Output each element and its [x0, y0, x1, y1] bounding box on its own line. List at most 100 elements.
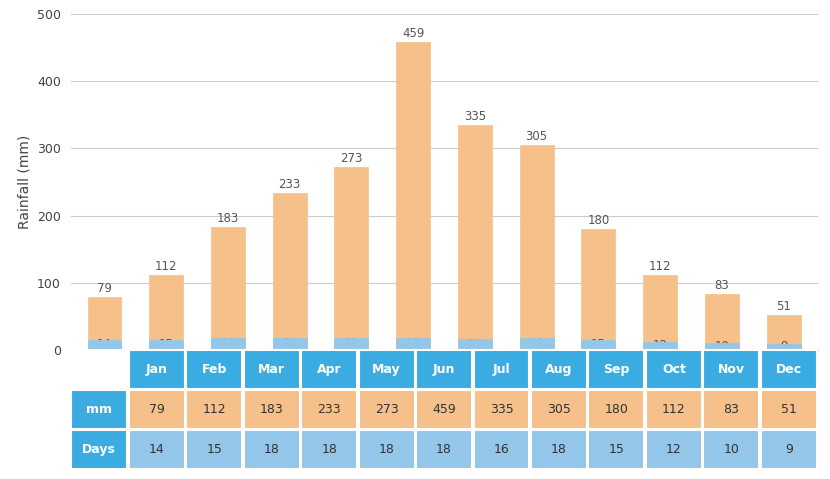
Bar — [149, 274, 183, 350]
Bar — [334, 167, 369, 350]
Text: 15: 15 — [207, 443, 222, 456]
Text: 335: 335 — [490, 403, 514, 416]
Text: Days: Days — [82, 443, 116, 456]
FancyBboxPatch shape — [703, 390, 759, 429]
Bar — [87, 340, 121, 350]
FancyBboxPatch shape — [474, 350, 530, 389]
Bar — [458, 339, 492, 350]
FancyBboxPatch shape — [646, 350, 702, 389]
Bar — [273, 194, 307, 350]
Bar — [211, 338, 245, 350]
Y-axis label: Rainfall (mm): Rainfall (mm) — [17, 135, 32, 229]
Text: 83: 83 — [724, 403, 740, 416]
Bar — [273, 338, 307, 350]
Text: 83: 83 — [715, 279, 730, 292]
Bar — [643, 342, 677, 350]
Text: 18: 18 — [282, 337, 297, 350]
Bar — [458, 125, 492, 350]
Text: 459: 459 — [402, 27, 424, 40]
Text: 10: 10 — [715, 340, 730, 353]
Bar — [149, 340, 183, 350]
Text: 459: 459 — [432, 403, 456, 416]
FancyBboxPatch shape — [71, 430, 127, 469]
Text: 18: 18 — [221, 337, 236, 350]
Text: 18: 18 — [321, 443, 337, 456]
FancyBboxPatch shape — [588, 430, 644, 469]
Bar — [767, 343, 801, 350]
Text: 14: 14 — [97, 339, 112, 352]
Text: 112: 112 — [155, 260, 178, 273]
Text: Jan: Jan — [146, 363, 168, 376]
FancyBboxPatch shape — [359, 390, 414, 429]
Text: 15: 15 — [608, 443, 624, 456]
Bar — [396, 42, 430, 350]
FancyBboxPatch shape — [474, 430, 530, 469]
Bar — [705, 343, 739, 350]
Legend: Average Precipitation(mm), Average Rain Days: Average Precipitation(mm), Average Rain … — [263, 413, 625, 436]
Text: Dec: Dec — [776, 363, 802, 376]
FancyBboxPatch shape — [761, 390, 817, 429]
Text: 16: 16 — [494, 443, 510, 456]
Bar — [211, 227, 245, 350]
Bar — [520, 145, 554, 350]
FancyBboxPatch shape — [646, 390, 702, 429]
Text: May: May — [373, 363, 401, 376]
Text: 112: 112 — [203, 403, 226, 416]
Text: 79: 79 — [97, 282, 112, 295]
Text: 18: 18 — [551, 443, 567, 456]
Text: 51: 51 — [781, 403, 797, 416]
FancyBboxPatch shape — [416, 390, 472, 429]
Bar — [581, 229, 615, 350]
FancyBboxPatch shape — [244, 350, 300, 389]
Text: Aug: Aug — [545, 363, 573, 376]
Bar — [767, 316, 801, 350]
Text: Apr: Apr — [317, 363, 341, 376]
Text: 79: 79 — [149, 403, 164, 416]
Text: 305: 305 — [525, 130, 548, 143]
Text: 14: 14 — [149, 443, 164, 456]
Bar — [643, 274, 677, 350]
FancyBboxPatch shape — [531, 350, 587, 389]
FancyBboxPatch shape — [129, 390, 185, 429]
FancyBboxPatch shape — [761, 350, 817, 389]
Text: 10: 10 — [724, 443, 740, 456]
Bar — [581, 340, 615, 350]
FancyBboxPatch shape — [359, 430, 414, 469]
FancyBboxPatch shape — [761, 430, 817, 469]
FancyBboxPatch shape — [186, 430, 242, 469]
Text: 233: 233 — [317, 403, 341, 416]
Text: Nov: Nov — [718, 363, 745, 376]
FancyBboxPatch shape — [531, 430, 587, 469]
Text: 9: 9 — [785, 443, 793, 456]
FancyBboxPatch shape — [416, 430, 472, 469]
Text: 18: 18 — [436, 443, 452, 456]
Text: Jul: Jul — [493, 363, 510, 376]
Text: Jun: Jun — [433, 363, 455, 376]
Bar — [705, 294, 739, 350]
Text: 180: 180 — [604, 403, 628, 416]
Text: 12: 12 — [652, 339, 667, 352]
Text: 273: 273 — [340, 151, 363, 165]
Text: 233: 233 — [279, 178, 300, 192]
Text: 112: 112 — [649, 260, 671, 273]
Text: 112: 112 — [662, 403, 686, 416]
Text: 273: 273 — [374, 403, 398, 416]
Text: 335: 335 — [464, 110, 486, 123]
Text: 16: 16 — [467, 338, 482, 351]
FancyBboxPatch shape — [129, 430, 185, 469]
Bar — [396, 338, 430, 350]
FancyBboxPatch shape — [301, 350, 357, 389]
Text: 18: 18 — [344, 337, 359, 350]
FancyBboxPatch shape — [186, 350, 242, 389]
Text: Mar: Mar — [258, 363, 286, 376]
FancyBboxPatch shape — [129, 350, 185, 389]
Text: 9: 9 — [780, 340, 788, 353]
FancyBboxPatch shape — [588, 350, 644, 389]
FancyBboxPatch shape — [71, 390, 127, 429]
Bar — [334, 338, 369, 350]
FancyBboxPatch shape — [703, 430, 759, 469]
FancyBboxPatch shape — [416, 350, 472, 389]
Bar — [87, 297, 121, 350]
FancyBboxPatch shape — [244, 390, 300, 429]
FancyBboxPatch shape — [244, 430, 300, 469]
